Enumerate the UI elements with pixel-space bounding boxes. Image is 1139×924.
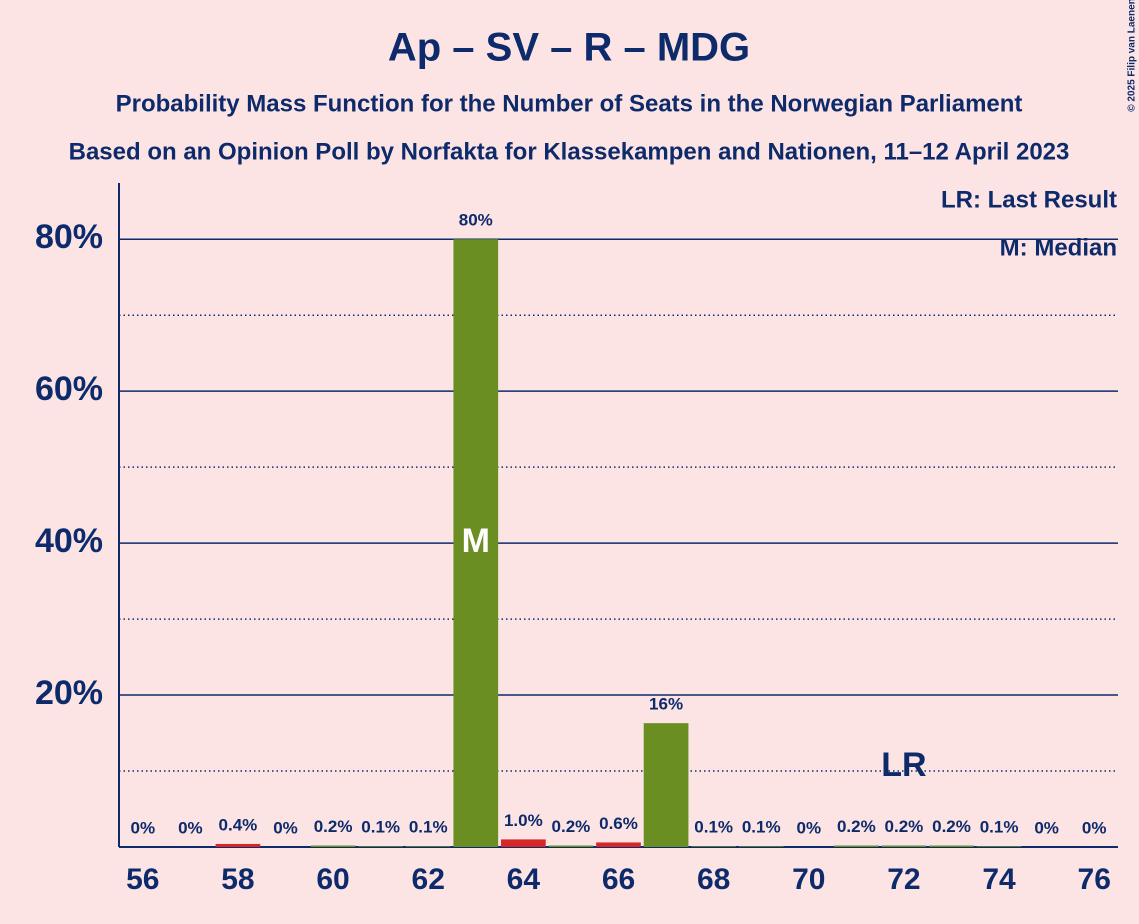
x-tick-label: 56	[126, 863, 159, 896]
x-tick-label: 76	[1078, 863, 1111, 896]
value-label: 1.0%	[504, 811, 543, 830]
bar	[833, 845, 879, 847]
value-label: 16%	[649, 695, 683, 714]
x-tick-label: 64	[507, 863, 541, 896]
bar	[215, 843, 261, 847]
bar	[453, 239, 499, 848]
value-label: 0.2%	[932, 817, 971, 836]
bar	[310, 845, 356, 847]
bar	[976, 846, 1022, 847]
value-label: 0.2%	[552, 817, 591, 836]
bar	[691, 846, 737, 847]
bar	[881, 845, 927, 847]
value-label: 0.2%	[837, 817, 876, 836]
x-tick-label: 58	[221, 863, 254, 896]
x-tick-label: 74	[982, 863, 1016, 896]
value-label: 0.6%	[599, 814, 638, 833]
value-label: 0%	[273, 818, 298, 837]
x-tick-label: 60	[316, 863, 349, 896]
chart-title: Ap – SV – R – MDG	[388, 26, 750, 70]
bar	[358, 846, 404, 847]
value-label: 0%	[1082, 818, 1107, 837]
bar	[405, 846, 451, 847]
x-tick-label: 68	[697, 863, 730, 896]
value-label: 0.1%	[742, 818, 781, 837]
value-label: 0%	[1034, 818, 1059, 837]
value-label: 0.1%	[409, 818, 448, 837]
x-tick-label: 72	[887, 863, 920, 896]
median-marker: M	[462, 522, 490, 560]
bar	[929, 845, 974, 847]
value-label: 80%	[459, 211, 493, 230]
value-label: 0.1%	[980, 818, 1019, 837]
value-label: 0.1%	[361, 818, 400, 837]
x-tick-label: 66	[602, 863, 635, 896]
y-tick-label: 60%	[35, 370, 103, 408]
value-label: 0.1%	[694, 818, 733, 837]
y-tick-label: 20%	[35, 674, 103, 712]
bar	[738, 846, 784, 847]
legend-entry: M: Median	[1000, 234, 1117, 261]
value-label: 0%	[796, 818, 821, 837]
chart-subtitle: Probability Mass Function for the Number…	[116, 90, 1023, 117]
value-label: 0%	[130, 818, 155, 837]
x-tick-label: 70	[792, 863, 825, 896]
y-tick-label: 80%	[35, 218, 103, 256]
value-label: 0%	[178, 818, 203, 837]
chart-source: Based on an Opinion Poll by Norfakta for…	[69, 138, 1070, 165]
x-tick-label: 62	[412, 863, 445, 896]
value-label: 0.2%	[885, 817, 924, 836]
bar	[596, 842, 641, 847]
value-label: 0.4%	[219, 815, 258, 834]
bar	[643, 723, 689, 847]
copyright: © 2025 Filip van Laenen	[1127, 0, 1138, 112]
bar	[500, 839, 546, 847]
bar	[548, 845, 594, 847]
value-label: 0.2%	[314, 817, 353, 836]
last-result-marker: LR	[881, 746, 926, 784]
legend-entry: LR: Last Result	[941, 186, 1117, 213]
y-tick-label: 40%	[35, 522, 103, 560]
